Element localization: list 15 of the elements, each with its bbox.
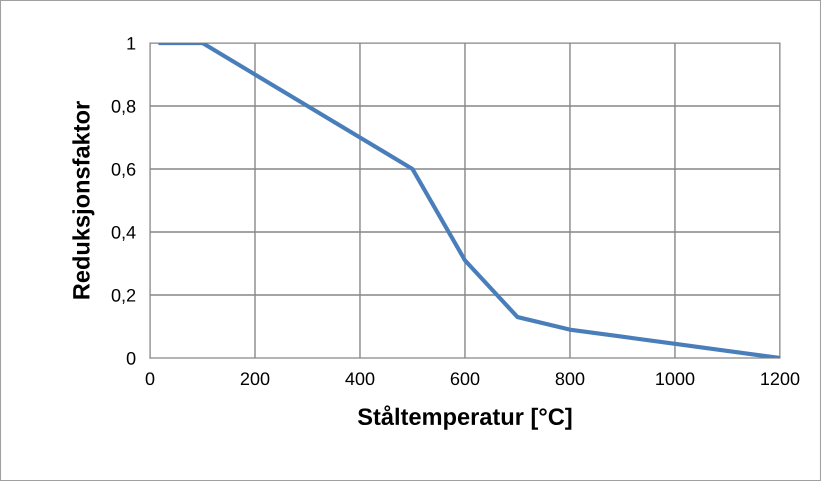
y-tick-label: 0,4 [112, 226, 136, 241]
y-tick-label: 1 [127, 37, 136, 50]
x-tick-label: 0 [146, 372, 154, 386]
x-tick-label: 1200 [761, 372, 800, 386]
x-tick-label: 200 [240, 372, 270, 386]
x-tick-label: 600 [450, 372, 480, 386]
y-tick-label: 0,2 [112, 288, 136, 304]
y-axis-title: Reduksjonsfaktor [72, 101, 94, 299]
y-tick-label: 0,8 [112, 100, 136, 115]
x-tick-label: 400 [345, 372, 374, 386]
y-tick-label: 0,6 [112, 162, 136, 178]
x-axis-title: Ståltemperatur [°C] [358, 405, 572, 430]
x-tick-label: 1000 [656, 372, 694, 386]
y-tick-label: 0 [126, 352, 136, 365]
x-tick-label: 800 [556, 372, 584, 386]
